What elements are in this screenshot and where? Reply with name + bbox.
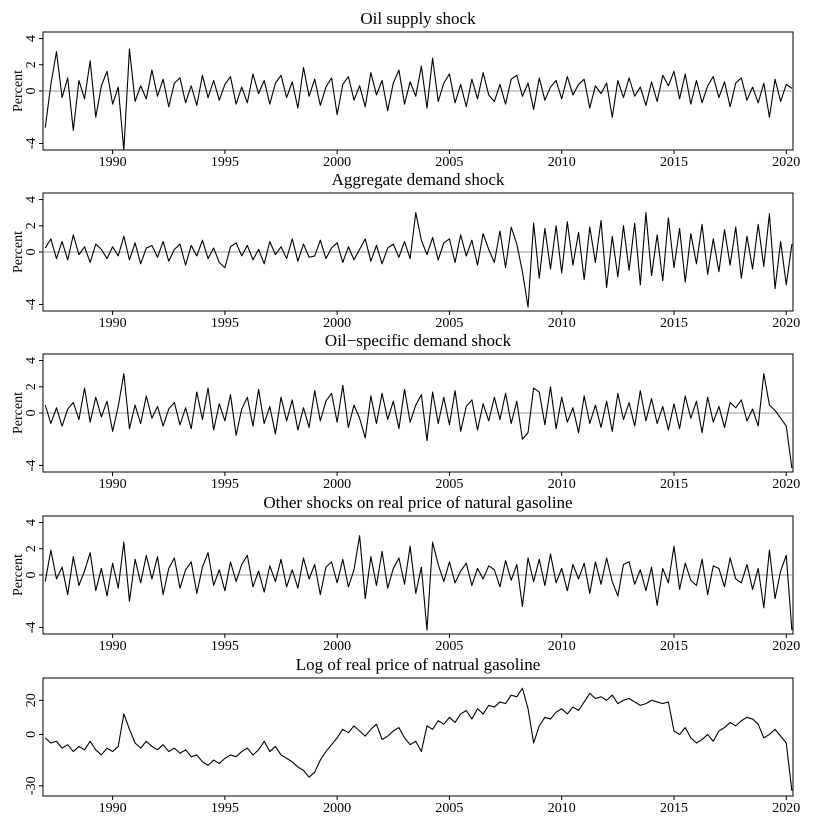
x-tick-label: 2020 — [772, 316, 800, 331]
x-tick-label: 1990 — [99, 155, 127, 170]
series-line — [44, 687, 793, 791]
y-axis-label: Percent — [11, 554, 26, 596]
x-tick-label: 1990 — [99, 477, 127, 492]
y-tick-label: 0 — [24, 249, 39, 256]
x-tick-label: 2005 — [435, 477, 463, 492]
panel-title: Log of real price of natrual gasoline — [296, 655, 541, 674]
x-tick-label: 2015 — [660, 477, 688, 492]
x-tick-label: 2015 — [660, 316, 688, 331]
x-tick-label: 1995 — [211, 639, 239, 654]
x-tick-label: 2010 — [548, 801, 576, 816]
x-tick-label: 2020 — [772, 155, 800, 170]
x-tick-label: 1995 — [211, 801, 239, 816]
x-tick-label: 1990 — [99, 801, 127, 816]
x-tick-label: 2010 — [548, 155, 576, 170]
x-tick-label: 2000 — [323, 155, 351, 170]
plot-frame — [42, 677, 794, 797]
y-tick-label: -4 — [24, 138, 39, 150]
series-line — [44, 48, 793, 151]
y-tick-label: -4 — [24, 622, 39, 634]
x-tick-label: 2000 — [323, 477, 351, 492]
x-tick-label: 1990 — [99, 639, 127, 654]
x-tick-label: 2015 — [660, 639, 688, 654]
y-tick-label: 20 — [24, 693, 39, 707]
x-tick-label: 2015 — [660, 801, 688, 816]
y-tick-label: 2 — [24, 222, 39, 229]
y-tick-label: 0 — [24, 88, 39, 95]
y-tick-label: 4 — [24, 35, 39, 42]
x-tick-label: 2005 — [435, 801, 463, 816]
x-tick-label: 2005 — [435, 155, 463, 170]
x-tick-label: 1995 — [211, 316, 239, 331]
y-axis-label: Percent — [11, 231, 26, 273]
x-tick-label: 1995 — [211, 477, 239, 492]
x-tick-label: 2020 — [772, 639, 800, 654]
x-tick-label: 2010 — [548, 477, 576, 492]
y-tick-label: 0 — [24, 572, 39, 579]
x-tick-label: 2020 — [772, 801, 800, 816]
y-tick-label: 2 — [24, 383, 39, 390]
x-tick-label: 2020 — [772, 477, 800, 492]
y-axis-label: Percent — [11, 392, 26, 434]
x-tick-label: 1990 — [99, 316, 127, 331]
y-tick-label: 0 — [24, 410, 39, 417]
x-tick-label: 2010 — [548, 316, 576, 331]
x-tick-label: 2005 — [435, 639, 463, 654]
x-tick-label: 2000 — [323, 316, 351, 331]
panel-title: Oil−specific demand shock — [325, 331, 512, 350]
x-tick-label: 2005 — [435, 316, 463, 331]
x-tick-label: 2015 — [660, 155, 688, 170]
y-axis-label: Percent — [11, 70, 26, 112]
x-tick-label: 1995 — [211, 155, 239, 170]
panel-title: Aggregate demand shock — [332, 170, 505, 189]
y-tick-label: 4 — [24, 519, 39, 526]
y-tick-label: -30 — [24, 776, 39, 795]
panel-title: Oil supply shock — [360, 9, 476, 28]
y-tick-label: 4 — [24, 196, 39, 203]
x-tick-label: 2010 — [548, 639, 576, 654]
y-tick-label: 0 — [24, 731, 39, 738]
series-line — [44, 212, 793, 308]
panel-title: Other shocks on real price of natural ga… — [263, 493, 572, 512]
y-tick-label: 2 — [24, 545, 39, 552]
series-line — [44, 535, 793, 631]
y-tick-label: 2 — [24, 61, 39, 68]
y-tick-label: 4 — [24, 357, 39, 364]
x-tick-label: 2000 — [323, 801, 351, 816]
y-tick-label: -4 — [24, 299, 39, 311]
x-tick-label: 2000 — [323, 639, 351, 654]
y-tick-label: -4 — [24, 460, 39, 472]
series-line — [44, 373, 793, 469]
